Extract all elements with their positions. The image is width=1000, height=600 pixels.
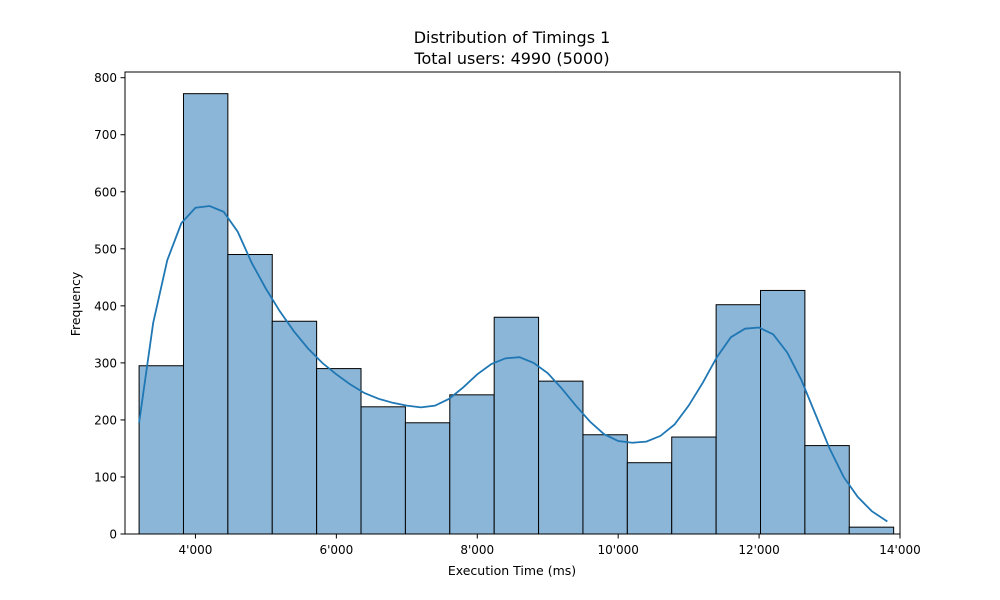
y-tick-label: 700 bbox=[94, 128, 117, 142]
histogram-bar bbox=[227, 254, 273, 535]
x-tick-label: 6'000 bbox=[319, 543, 353, 557]
y-tick-label: 0 bbox=[109, 528, 117, 542]
x-tick-label: 14'000 bbox=[879, 543, 920, 557]
y-tick-label: 300 bbox=[94, 356, 117, 370]
chart-subtitle: Total users: 4990 (5000) bbox=[413, 49, 609, 68]
kde-layer bbox=[138, 205, 888, 523]
histogram-bar bbox=[449, 394, 495, 535]
histogram-bar bbox=[760, 289, 806, 535]
x-tick-label: 4'000 bbox=[179, 543, 213, 557]
x-axis-label: Execution Time (ms) bbox=[448, 563, 576, 578]
histogram-bar bbox=[582, 434, 628, 535]
y-tick-label: 200 bbox=[94, 413, 117, 427]
x-tick-label: 8'000 bbox=[460, 543, 494, 557]
histogram-bar bbox=[316, 368, 362, 535]
histogram-bar bbox=[138, 365, 184, 535]
y-tick-label: 400 bbox=[94, 299, 117, 313]
y-axis-label: Frequency bbox=[68, 271, 83, 336]
kde-curve bbox=[138, 205, 888, 523]
y-tick-label: 500 bbox=[94, 242, 117, 256]
histogram-bar bbox=[271, 320, 318, 535]
y-tick-label: 800 bbox=[94, 71, 117, 85]
histogram-bar bbox=[671, 436, 717, 535]
axes-layer: 4'000 6'000 8'000 10'000 12'000 14'000 0 100 200… bbox=[94, 71, 921, 557]
histogram-bar bbox=[804, 445, 850, 535]
chart-title: Distribution of Timings 1 bbox=[414, 28, 611, 47]
histogram-bar bbox=[360, 406, 406, 535]
y-tick-label: 600 bbox=[94, 185, 117, 199]
histogram-bar bbox=[404, 422, 451, 535]
histogram-bar bbox=[626, 462, 673, 535]
histogram-bar bbox=[715, 304, 762, 535]
x-tick-label: 10'000 bbox=[597, 543, 638, 557]
histogram-bar bbox=[848, 526, 895, 535]
histogram-bar bbox=[493, 316, 540, 535]
y-tick-label: 100 bbox=[94, 470, 117, 484]
histogram-bar bbox=[538, 380, 584, 535]
plot-frame bbox=[124, 71, 901, 535]
bars-layer bbox=[138, 93, 895, 535]
histogram-bar bbox=[182, 93, 229, 535]
x-tick-label: 12'000 bbox=[738, 543, 779, 557]
